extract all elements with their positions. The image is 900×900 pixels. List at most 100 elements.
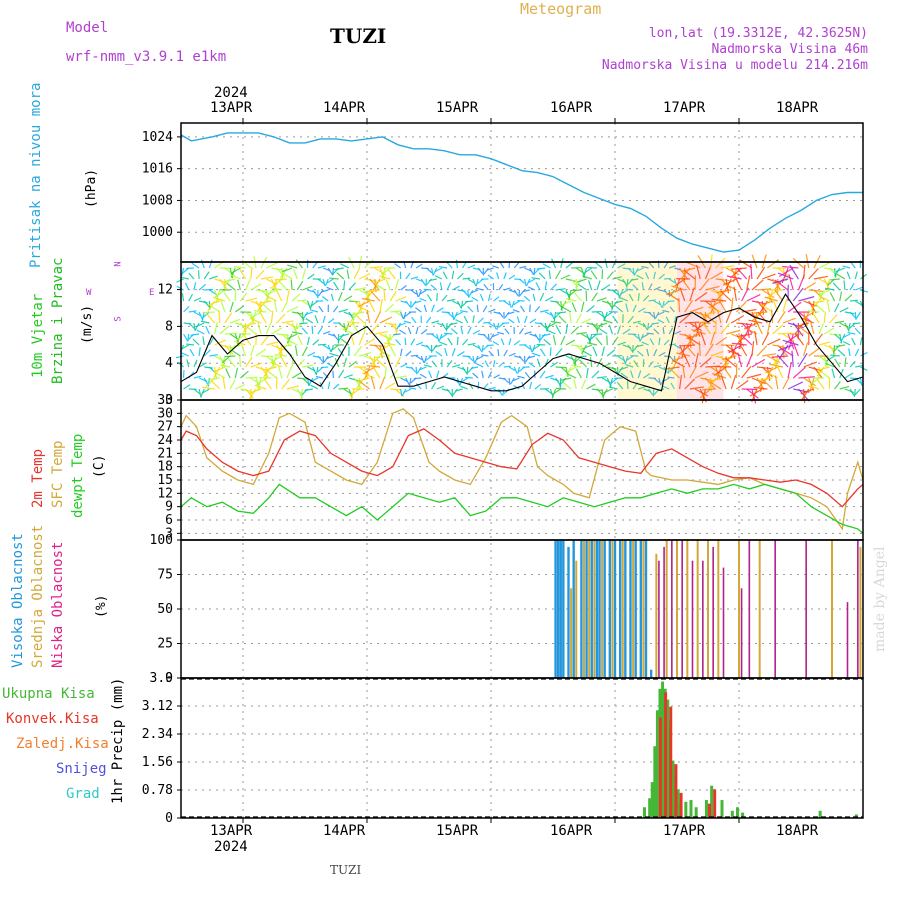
wind-barb: [820, 370, 830, 379]
wind-barb: [673, 316, 677, 324]
wind-barb: [455, 319, 463, 324]
wind-barb: [653, 271, 656, 280]
wind-barb: [653, 364, 662, 368]
precip-bar: [705, 800, 708, 818]
wind-barb: [410, 366, 417, 373]
day-label: 15APR: [436, 823, 479, 839]
cloud-bar: [621, 540, 624, 678]
wind-barb: [555, 288, 566, 291]
wind-barb: [243, 335, 252, 346]
wind-barb: [281, 320, 294, 324]
wind-barb: [750, 263, 753, 280]
wind-barb: [831, 368, 836, 379]
wind-barb: [601, 300, 612, 305]
wind-barb: [399, 348, 403, 357]
wind-barb: [214, 289, 226, 298]
wind-barb: [762, 273, 776, 280]
wind-barb: [379, 350, 391, 357]
wind-barb: [181, 276, 189, 280]
wind-barb: [330, 344, 339, 352]
wind-barb: [416, 366, 422, 374]
wind-barb: [322, 344, 330, 350]
wind-barb: [436, 370, 440, 379]
cloud-bar: [593, 540, 596, 678]
wind-barb: [393, 333, 401, 336]
wind-barb: [701, 388, 707, 404]
wind-barb: [250, 300, 262, 307]
wind-barb: [826, 355, 835, 362]
cloud-bar: [740, 588, 743, 678]
wind-barb: [372, 366, 381, 379]
wind-barb: [310, 300, 319, 307]
wind-barb: [487, 333, 490, 342]
cloud-bar: [831, 540, 833, 678]
wind-barb: [384, 382, 396, 390]
wind-barb: [777, 272, 794, 280]
wind-barb: [720, 375, 727, 390]
wind-barb: [419, 373, 427, 379]
wind-barb: [201, 311, 205, 321]
wind-barb: [795, 322, 809, 328]
wind-barb: [395, 339, 402, 346]
precip-bar: [710, 785, 714, 818]
wind-barb: [586, 322, 597, 326]
wind-barb: [782, 339, 799, 346]
cloud-bar: [601, 540, 604, 678]
wind-barb: [668, 327, 674, 335]
wind-barb: [426, 294, 433, 302]
wind-barb: [439, 333, 448, 339]
wind-barb: [379, 344, 391, 351]
wind-barb: [729, 267, 742, 279]
wind-barb: [266, 369, 277, 379]
wind-barb: [565, 323, 568, 335]
precip-bar: [684, 801, 688, 818]
wind-barb: [637, 333, 641, 342]
wind-barb: [425, 316, 432, 324]
wind-barb: [452, 364, 461, 368]
wind-barb: [565, 355, 576, 361]
wind-barb: [274, 278, 287, 281]
precip-bar: [666, 699, 670, 818]
precip-bar: [676, 789, 680, 818]
wind-barb: [774, 375, 779, 390]
wind-barb: [389, 290, 397, 302]
wind-barb: [824, 344, 836, 350]
wind-barb: [358, 300, 365, 313]
wind-barb: [487, 371, 493, 379]
wind-barb: [757, 312, 768, 324]
cloud-bar: [590, 540, 593, 678]
wind-barb: [446, 261, 453, 269]
wind-barb: [482, 305, 488, 313]
wind-barb: [333, 383, 340, 390]
wind-barb: [404, 337, 407, 346]
wind-barb: [186, 343, 194, 346]
wind-barb: [312, 366, 317, 375]
wind-barb: [702, 322, 712, 335]
wind-barb: [282, 267, 293, 273]
wind-barb: [850, 261, 856, 269]
wind-barb: [761, 332, 770, 346]
wind-barb: [513, 262, 520, 269]
wind-barb: [348, 282, 356, 291]
wind-barb: [323, 355, 329, 363]
wind-barb: [379, 376, 386, 390]
wind-barb: [767, 338, 781, 346]
wind-barb: [549, 283, 558, 291]
wind-barb: [716, 366, 722, 381]
wind-barb: [419, 289, 427, 295]
wind-barb: [601, 346, 605, 357]
wind-barb: [665, 366, 680, 370]
wind-barb: [694, 352, 699, 368]
wind-barb: [632, 267, 635, 276]
cloud-bar: [663, 546, 665, 678]
wind-barb: [756, 300, 767, 312]
wind-barb: [555, 324, 562, 335]
wind-barb: [502, 388, 505, 396]
cloud-bar: [658, 560, 660, 678]
cloud-bar: [595, 540, 599, 678]
wind-barb: [181, 352, 189, 357]
wind-barb: [576, 332, 587, 335]
wind-barb: [395, 296, 407, 302]
wind-barb: [761, 254, 767, 269]
wind-barb: [770, 309, 774, 324]
